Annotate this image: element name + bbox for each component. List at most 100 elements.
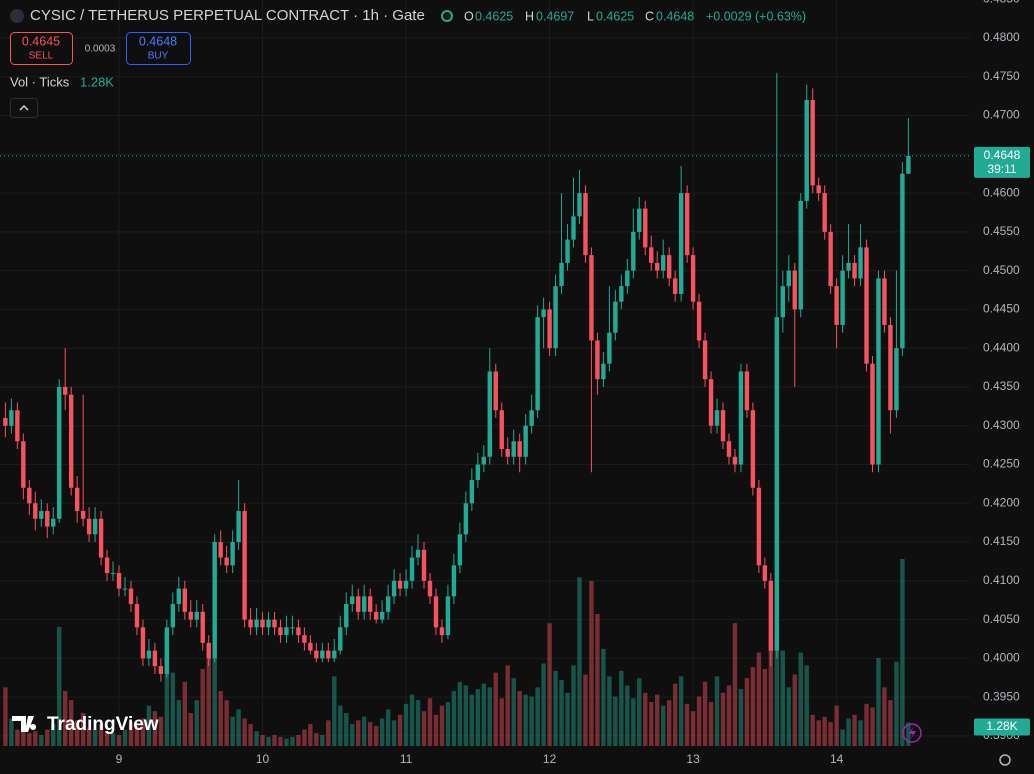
candle-body bbox=[505, 448, 510, 457]
status-dot bbox=[441, 10, 453, 22]
volume-bar bbox=[870, 707, 875, 746]
candle-body bbox=[499, 410, 504, 449]
settings-icon[interactable] bbox=[999, 754, 1011, 766]
volume-bar bbox=[505, 665, 510, 746]
buy-button[interactable] bbox=[126, 32, 191, 65]
volume-bar bbox=[158, 716, 164, 746]
y-tick-label: 0.4300 bbox=[983, 418, 1020, 432]
volume-bar bbox=[415, 700, 421, 746]
x-tick-label: 10 bbox=[256, 752, 270, 766]
candle-body bbox=[92, 518, 98, 535]
candle-body bbox=[134, 604, 140, 628]
volume-bar bbox=[9, 718, 14, 746]
candle-body bbox=[21, 441, 26, 488]
candle-body bbox=[308, 642, 313, 651]
legend-change: +0.0029 (+0.63%) bbox=[706, 9, 806, 23]
spread: 0.0003 bbox=[85, 44, 116, 55]
candle-body bbox=[702, 340, 708, 380]
volume-bar bbox=[284, 738, 289, 746]
candle-body bbox=[9, 410, 14, 426]
volume-bar bbox=[894, 661, 899, 746]
volume-bar bbox=[672, 683, 678, 746]
volume-bar bbox=[350, 724, 355, 746]
candle-body bbox=[45, 511, 50, 527]
volume-bar bbox=[559, 680, 564, 746]
candle-body bbox=[643, 208, 648, 248]
volume-bar bbox=[804, 665, 809, 746]
volume-bar bbox=[92, 729, 98, 746]
volume-bar bbox=[266, 736, 271, 746]
candle-body bbox=[870, 363, 875, 465]
candle-body bbox=[649, 247, 654, 263]
volume-bar bbox=[822, 716, 827, 746]
candle-body bbox=[523, 425, 528, 457]
volume-bar bbox=[882, 687, 887, 746]
sell-button[interactable] bbox=[10, 32, 73, 65]
candle-body bbox=[726, 441, 732, 457]
logo: TradingView bbox=[47, 714, 159, 735]
volume-bar bbox=[391, 720, 397, 746]
candle-body bbox=[804, 100, 809, 201]
candle-body bbox=[487, 371, 492, 457]
volume-bar bbox=[367, 722, 373, 746]
volume-bar bbox=[421, 711, 427, 746]
y-tick-label: 0.4500 bbox=[983, 263, 1020, 277]
candle-body bbox=[810, 100, 815, 186]
candle-body bbox=[427, 580, 433, 597]
candle-body bbox=[535, 317, 540, 411]
volume-bar bbox=[768, 636, 774, 746]
volume-bar bbox=[499, 698, 504, 746]
candle-body bbox=[547, 309, 552, 349]
volume-bar bbox=[182, 681, 187, 746]
volume-bar bbox=[128, 722, 134, 746]
candle-body bbox=[39, 511, 44, 519]
volume-bar bbox=[661, 705, 666, 746]
volume-bar bbox=[45, 729, 50, 746]
volume-bar bbox=[858, 720, 863, 746]
collapse-button[interactable] bbox=[10, 98, 38, 118]
candle-body bbox=[122, 588, 128, 590]
candle-body bbox=[350, 596, 355, 605]
volume-bar bbox=[194, 700, 199, 746]
candle-body bbox=[302, 635, 307, 643]
candle-body bbox=[230, 542, 235, 566]
candle-body bbox=[373, 611, 379, 620]
volume-bar bbox=[397, 714, 403, 746]
candle-body bbox=[98, 518, 104, 558]
volume-bar bbox=[152, 711, 158, 746]
candle-body bbox=[128, 588, 134, 605]
alert-icon[interactable] bbox=[902, 723, 922, 743]
candle-body bbox=[367, 596, 373, 612]
volume-bar bbox=[272, 735, 277, 746]
volume-bar bbox=[798, 652, 803, 746]
candle-body bbox=[272, 619, 277, 628]
volume-bar bbox=[684, 703, 690, 746]
candle-body bbox=[296, 627, 301, 636]
volume-bar bbox=[487, 687, 492, 746]
legend-label: C bbox=[645, 9, 654, 23]
volume-bar bbox=[840, 729, 845, 746]
candle-body bbox=[80, 511, 86, 519]
volume-bar bbox=[601, 648, 606, 746]
volume-bar bbox=[637, 678, 642, 746]
volume-bar bbox=[535, 687, 540, 746]
symbol-icon[interactable] bbox=[10, 9, 24, 23]
candle-body bbox=[882, 278, 887, 325]
candle-body bbox=[3, 417, 8, 426]
volume-bar bbox=[457, 681, 463, 746]
volume-bar bbox=[74, 720, 80, 746]
candle-body bbox=[864, 247, 869, 364]
volume-bar bbox=[379, 718, 385, 746]
volume-bar bbox=[726, 685, 732, 746]
candle-body bbox=[206, 642, 211, 659]
candle-body bbox=[607, 332, 612, 364]
volume-bar bbox=[649, 702, 654, 746]
buy-label: BUY bbox=[148, 51, 169, 62]
candle-body bbox=[33, 503, 38, 519]
candle-body bbox=[589, 255, 594, 341]
candle-body bbox=[260, 619, 265, 628]
candle-body bbox=[451, 565, 457, 597]
candle-body bbox=[481, 456, 486, 465]
candle-body bbox=[798, 200, 803, 310]
